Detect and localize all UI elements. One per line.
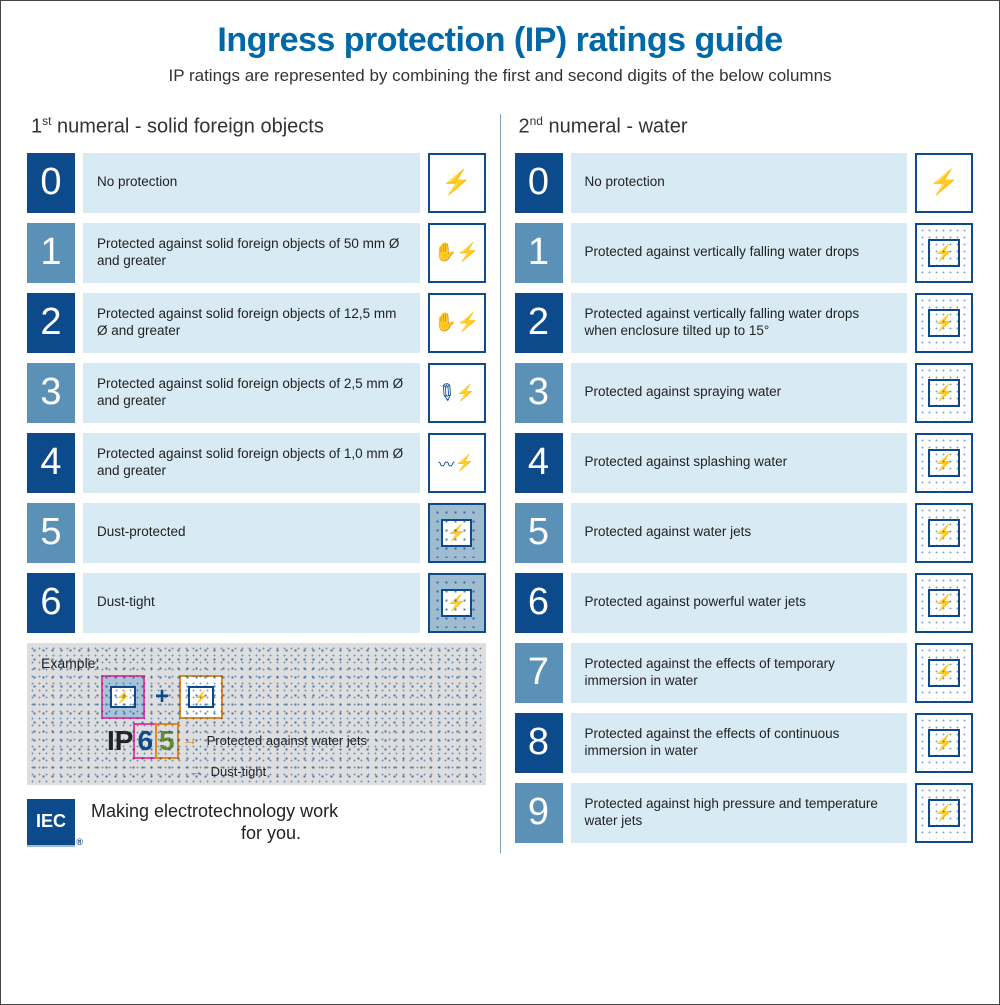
rating-description: Protected against high pressure and temp…: [571, 783, 908, 843]
rating-digit: 2: [27, 293, 75, 353]
jet-icon: ⚡: [915, 573, 973, 633]
rating-digit: 8: [515, 713, 563, 773]
rating-digit: 4: [27, 433, 75, 493]
heading-post: numeral - solid foreign objects: [51, 116, 323, 138]
rating-digit: 6: [27, 573, 75, 633]
page-title: Ingress protection (IP) ratings guide: [19, 21, 981, 60]
rating-row: 1Protected against solid foreign objects…: [27, 223, 486, 283]
column-solids-heading: 1st numeral - solid foreign objects: [27, 114, 486, 139]
immerse-icon: ⚡: [915, 713, 973, 773]
rating-description: Protected against solid foreign objects …: [83, 433, 420, 493]
rating-description: Protected against the effects of tempora…: [571, 643, 908, 703]
column-water: 2nd numeral - water 0No protection⚡1Prot…: [501, 114, 982, 853]
tagline-line1: Making electrotechnology work: [91, 801, 338, 821]
column-water-heading: 2nd numeral - water: [515, 114, 974, 139]
rating-row: 9Protected against high pressure and tem…: [515, 783, 974, 843]
rating-row: 2Protected against solid foreign objects…: [27, 293, 486, 353]
column-solids: 1st numeral - solid foreign objects 0No …: [19, 114, 501, 853]
footer: IEC Making electrotechnology work for yo…: [27, 799, 486, 847]
rating-description: Protected against splashing water: [571, 433, 908, 493]
immerse-icon: ⚡: [915, 643, 973, 703]
rating-description: Protected against solid foreign objects …: [83, 223, 420, 283]
rating-row: 5Dust-protected⚡: [27, 503, 486, 563]
rating-description: No protection: [83, 153, 420, 213]
heading-pre: 1: [31, 116, 42, 138]
rating-digit: 2: [515, 293, 563, 353]
rating-description: Protected against solid foreign objects …: [83, 363, 420, 423]
rating-row: 2Protected against vertically falling wa…: [515, 293, 974, 353]
rating-digit: 5: [515, 503, 563, 563]
heading-pre: 2: [519, 116, 530, 138]
rating-digit: 5: [27, 503, 75, 563]
rating-digit: 1: [27, 223, 75, 283]
bolt-icon: ⚡: [428, 153, 486, 213]
rating-description: No protection: [571, 153, 908, 213]
rating-digit: 7: [515, 643, 563, 703]
rating-digit: 0: [515, 153, 563, 213]
rating-description: Protected against solid foreign objects …: [83, 293, 420, 353]
tool-icon: ✎⚡: [428, 363, 486, 423]
rating-row: 4Protected against splashing water⚡: [515, 433, 974, 493]
rating-description: Protected against the effects of continu…: [571, 713, 908, 773]
rating-description: Protected against vertically falling wat…: [571, 293, 908, 353]
columns-wrap: 1st numeral - solid foreign objects 0No …: [19, 114, 981, 853]
heading-sup: nd: [530, 114, 543, 128]
rating-digit: 4: [515, 433, 563, 493]
rating-row: 0No protection⚡: [515, 153, 974, 213]
tagline-line2: for you.: [91, 823, 338, 845]
hand-icon: ✋⚡: [428, 223, 486, 283]
tagline: Making electrotechnology work for you.: [91, 801, 338, 844]
bolt-icon: ⚡: [915, 153, 973, 213]
rating-row: 3Protected against spraying water⚡: [515, 363, 974, 423]
rating-row: 0No protection⚡: [27, 153, 486, 213]
hand-icon: ✋⚡: [428, 293, 486, 353]
rating-description: Protected against water jets: [571, 503, 908, 563]
rating-digit: 1: [515, 223, 563, 283]
heading-post: numeral - water: [543, 116, 688, 138]
rating-row: 6Protected against powerful water jets⚡: [515, 573, 974, 633]
splash-icon: ⚡: [915, 433, 973, 493]
rating-description: Protected against spraying water: [571, 363, 908, 423]
iec-logo: IEC: [27, 799, 75, 847]
rating-description: Protected against powerful water jets: [571, 573, 908, 633]
drops-icon: ⚡: [915, 293, 973, 353]
wire-icon: 〰⚡: [428, 433, 486, 493]
rating-description: Dust-tight: [83, 573, 420, 633]
rating-digit: 3: [27, 363, 75, 423]
drops-icon: ⚡: [915, 223, 973, 283]
rating-description: Protected against vertically falling wat…: [571, 223, 908, 283]
jet-icon: ⚡: [915, 503, 973, 563]
rating-row: 5Protected against water jets⚡: [515, 503, 974, 563]
rating-digit: 3: [515, 363, 563, 423]
dust-icon: ⚡: [428, 503, 486, 563]
rating-row: 4Protected against solid foreign objects…: [27, 433, 486, 493]
page-subtitle: IP ratings are represented by combining …: [19, 66, 981, 86]
rating-row: 1Protected against vertically falling wa…: [515, 223, 974, 283]
rating-row: 3Protected against solid foreign objects…: [27, 363, 486, 423]
rating-row: 6Dust-tight⚡: [27, 573, 486, 633]
example-icon-jet: ⚡: [179, 675, 223, 719]
rating-digit: 6: [515, 573, 563, 633]
rating-digit: 0: [27, 153, 75, 213]
spray-icon: ⚡: [915, 363, 973, 423]
rating-digit: 9: [515, 783, 563, 843]
pressure-icon: ⚡: [915, 783, 973, 843]
rating-row: 7Protected against the effects of tempor…: [515, 643, 974, 703]
dust-icon: ⚡: [428, 573, 486, 633]
rating-description: Dust-protected: [83, 503, 420, 563]
rating-row: 8Protected against the effects of contin…: [515, 713, 974, 773]
example-box: Example: ⚡ + ⚡ IP 6 5 → Protected agains…: [27, 643, 486, 785]
